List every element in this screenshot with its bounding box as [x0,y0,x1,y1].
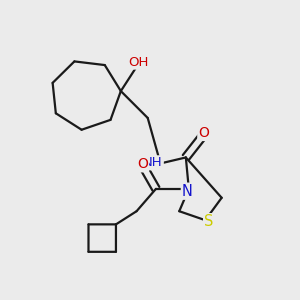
Text: NH: NH [143,156,163,169]
Text: OH: OH [129,56,149,69]
Text: O: O [198,126,209,140]
Text: S: S [204,214,214,229]
Text: O: O [137,157,148,171]
Text: N: N [182,184,193,199]
